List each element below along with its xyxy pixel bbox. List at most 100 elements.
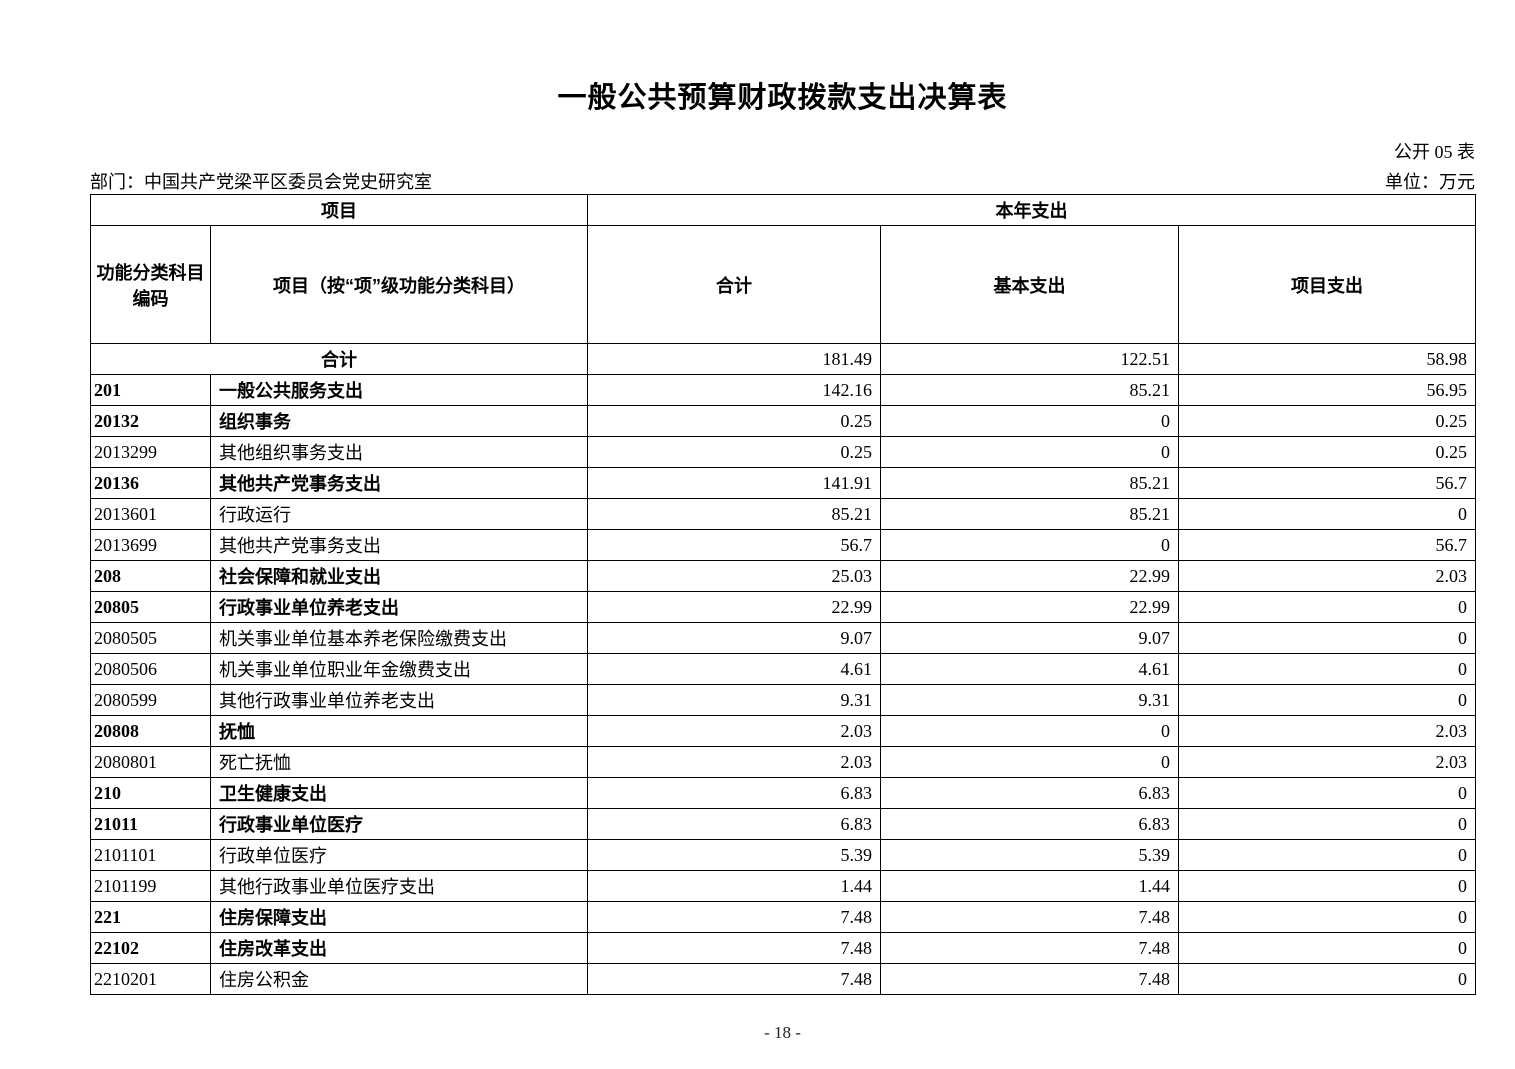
row-project: 0.25 xyxy=(1177,405,1477,437)
row-basic: 7.48 xyxy=(880,901,1179,933)
table-row: 2013699 其他共产党事务支出 56.7 0 56.7 xyxy=(90,529,1477,561)
row-basic: 0 xyxy=(880,436,1179,468)
table-row: 20136 其他共产党事务支出 141.91 85.21 56.7 xyxy=(90,467,1477,499)
row-total: 141.91 xyxy=(587,467,881,499)
total-row: 合计 181.49 122.51 58.98 xyxy=(90,343,1477,375)
row-basic: 1.44 xyxy=(880,870,1179,902)
row-project: 0.25 xyxy=(1177,436,1477,468)
row-code: 2210201 xyxy=(90,963,211,995)
page-number: - 18 - xyxy=(764,1023,801,1042)
row-project: 0 xyxy=(1177,839,1477,871)
row-code: 2080505 xyxy=(90,622,211,654)
total-row-total: 181.49 xyxy=(587,343,881,375)
header-group-item: 项目 xyxy=(90,194,588,226)
row-project: 56.7 xyxy=(1177,529,1477,561)
header-group-row: 项目 本年支出 xyxy=(90,194,1477,226)
row-code: 2101101 xyxy=(90,839,211,871)
row-total: 1.44 xyxy=(587,870,881,902)
row-basic: 7.48 xyxy=(880,932,1179,964)
row-basic: 9.31 xyxy=(880,684,1179,716)
header-col-item: 项目（按“项”级功能分类科目） xyxy=(210,225,588,344)
row-basic: 6.83 xyxy=(880,808,1179,840)
row-basic: 22.99 xyxy=(880,560,1179,592)
row-project: 56.95 xyxy=(1177,374,1477,406)
row-total: 2.03 xyxy=(587,715,881,747)
row-total: 0.25 xyxy=(587,405,881,437)
header-columns-row: 功能分类科目 编码 项目（按“项”级功能分类科目） 合计 基本支出 项目支出 xyxy=(90,225,1477,344)
document-content: 一般公共预算财政拨款支出决算表 公开 05 表 部门：中国共产党梁平区委员会党史… xyxy=(90,0,1477,995)
row-project: 0 xyxy=(1177,963,1477,995)
row-total: 0.25 xyxy=(587,436,881,468)
row-item: 行政事业单位养老支出 xyxy=(210,591,588,623)
row-item: 行政单位医疗 xyxy=(210,839,588,871)
row-basic: 85.21 xyxy=(880,467,1179,499)
total-row-project: 58.98 xyxy=(1177,343,1477,375)
row-code: 21011 xyxy=(90,808,211,840)
row-code: 201 xyxy=(90,374,211,406)
row-project: 2.03 xyxy=(1177,746,1477,778)
table-row: 2080801 死亡抚恤 2.03 0 2.03 xyxy=(90,746,1477,778)
row-basic: 0 xyxy=(880,715,1179,747)
row-item: 一般公共服务支出 xyxy=(210,374,588,406)
row-project: 0 xyxy=(1177,901,1477,933)
row-total: 2.03 xyxy=(587,746,881,778)
row-item: 死亡抚恤 xyxy=(210,746,588,778)
table-row: 22102 住房改革支出 7.48 7.48 0 xyxy=(90,932,1477,964)
row-code: 20808 xyxy=(90,715,211,747)
table-row: 2013601 行政运行 85.21 85.21 0 xyxy=(90,498,1477,530)
row-project: 0 xyxy=(1177,870,1477,902)
row-code: 2013299 xyxy=(90,436,211,468)
row-code: 208 xyxy=(90,560,211,592)
row-item: 机关事业单位基本养老保险缴费支出 xyxy=(210,622,588,654)
row-code: 20805 xyxy=(90,591,211,623)
row-project: 0 xyxy=(1177,684,1477,716)
table-row: 2101199 其他行政事业单位医疗支出 1.44 1.44 0 xyxy=(90,870,1477,902)
row-item: 其他共产党事务支出 xyxy=(210,529,588,561)
row-code: 210 xyxy=(90,777,211,809)
row-code: 22102 xyxy=(90,932,211,964)
department-label: 部门：中国共产党梁平区委员会党史研究室 xyxy=(90,172,432,192)
row-total: 7.48 xyxy=(587,932,881,964)
row-basic: 22.99 xyxy=(880,591,1179,623)
row-code: 2080506 xyxy=(90,653,211,685)
row-total: 142.16 xyxy=(587,374,881,406)
row-basic: 0 xyxy=(880,405,1179,437)
total-row-basic: 122.51 xyxy=(880,343,1179,375)
form-code-label: 公开 05 表 xyxy=(1394,142,1475,162)
row-code: 2080599 xyxy=(90,684,211,716)
row-item: 住房保障支出 xyxy=(210,901,588,933)
row-basic: 0 xyxy=(880,529,1179,561)
budget-table: 项目 本年支出 功能分类科目 编码 项目（按“项”级功能分类科目） 合计 基本支出… xyxy=(90,194,1477,995)
table-row: 208 社会保障和就业支出 25.03 22.99 2.03 xyxy=(90,560,1477,592)
row-project: 0 xyxy=(1177,777,1477,809)
table-row: 2080505 机关事业单位基本养老保险缴费支出 9.07 9.07 0 xyxy=(90,622,1477,654)
row-total: 9.07 xyxy=(587,622,881,654)
row-item: 住房公积金 xyxy=(210,963,588,995)
row-code: 221 xyxy=(90,901,211,933)
row-project: 0 xyxy=(1177,622,1477,654)
row-code: 2013699 xyxy=(90,529,211,561)
row-item: 社会保障和就业支出 xyxy=(210,560,588,592)
table-row: 20808 抚恤 2.03 0 2.03 xyxy=(90,715,1477,747)
row-code: 2013601 xyxy=(90,498,211,530)
row-project: 2.03 xyxy=(1177,715,1477,747)
table-row: 221 住房保障支出 7.48 7.48 0 xyxy=(90,901,1477,933)
row-code: 2080801 xyxy=(90,746,211,778)
row-item: 行政事业单位医疗 xyxy=(210,808,588,840)
table-row: 2080599 其他行政事业单位养老支出 9.31 9.31 0 xyxy=(90,684,1477,716)
table-row: 2210201 住房公积金 7.48 7.48 0 xyxy=(90,963,1477,995)
unit-label: 单位：万元 xyxy=(1385,172,1475,192)
total-row-label: 合计 xyxy=(90,343,588,375)
header-col-code: 功能分类科目 编码 xyxy=(90,225,211,344)
table-row: 20805 行政事业单位养老支出 22.99 22.99 0 xyxy=(90,591,1477,623)
row-item: 机关事业单位职业年金缴费支出 xyxy=(210,653,588,685)
row-item: 其他行政事业单位养老支出 xyxy=(210,684,588,716)
row-basic: 7.48 xyxy=(880,963,1179,995)
row-project: 0 xyxy=(1177,591,1477,623)
row-item: 组织事务 xyxy=(210,405,588,437)
table-row: 2080506 机关事业单位职业年金缴费支出 4.61 4.61 0 xyxy=(90,653,1477,685)
row-code: 20132 xyxy=(90,405,211,437)
table-row: 20132 组织事务 0.25 0 0.25 xyxy=(90,405,1477,437)
row-item: 其他共产党事务支出 xyxy=(210,467,588,499)
row-basic: 0 xyxy=(880,746,1179,778)
